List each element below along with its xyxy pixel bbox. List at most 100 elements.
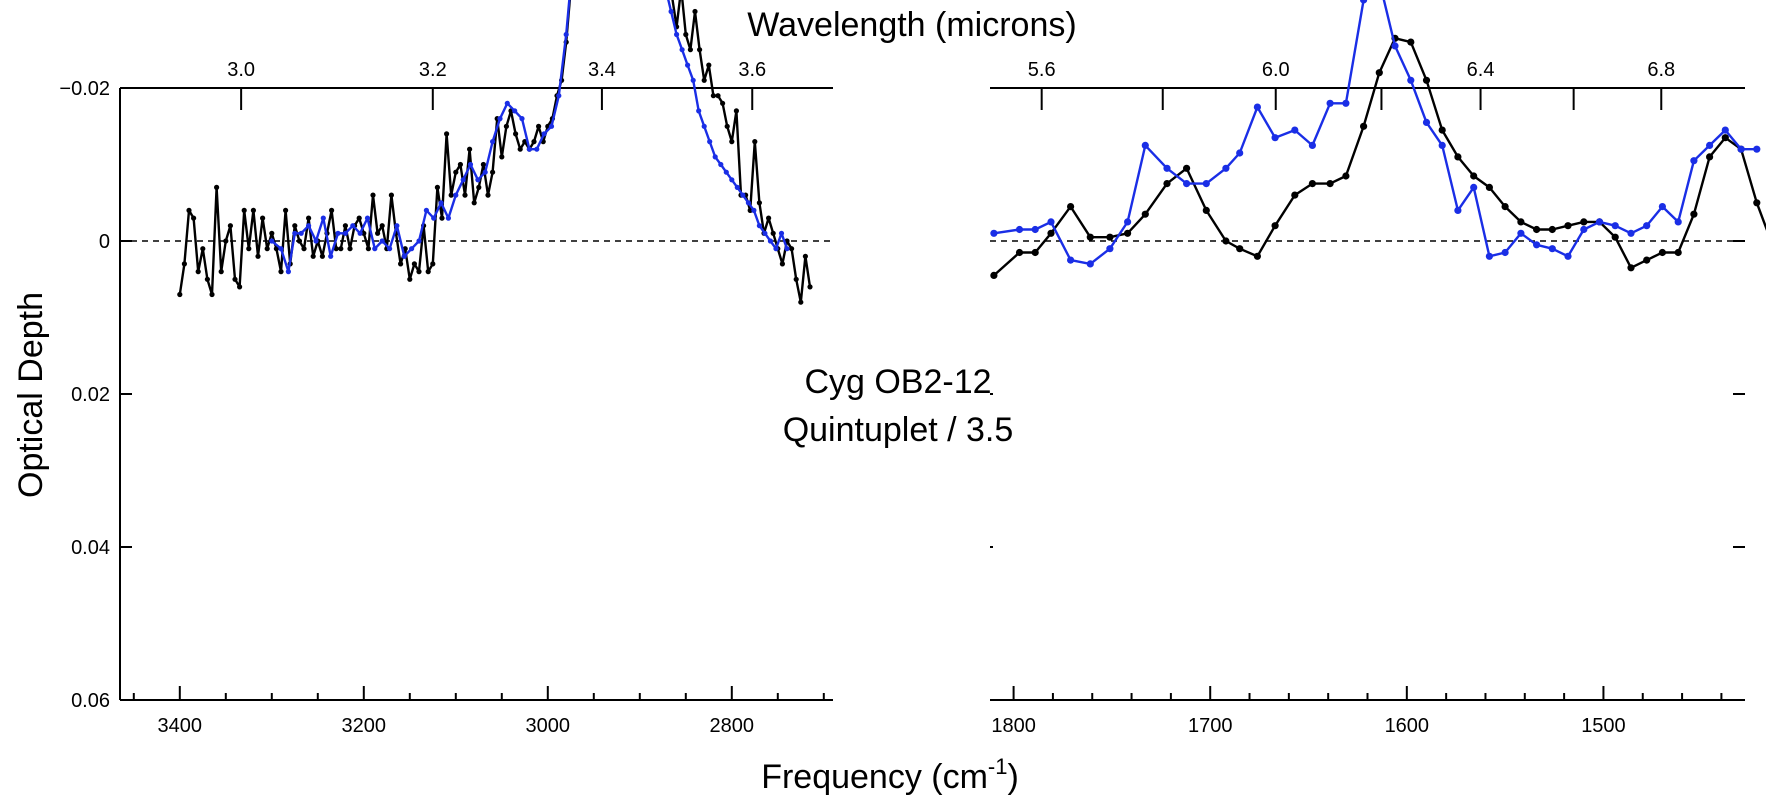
data-point-black (1031, 248, 1039, 257)
y-axis-title: Optical Depth (12, 292, 50, 498)
data-point-black (457, 161, 463, 168)
series-line-blue (271, 0, 789, 273)
data-point-black (1533, 225, 1541, 234)
data-point-black (1580, 218, 1588, 226)
data-point-blue (423, 207, 429, 213)
data-point-blue (1015, 225, 1024, 234)
x-tick-label: 1700 (1188, 715, 1233, 737)
data-point-black (292, 223, 298, 229)
top-tick-label: 6.0 (1262, 59, 1290, 81)
data-point-black (513, 131, 519, 137)
left-panel: −0.02 0 0.02 0.04 0.06 3400 3200 3000 2800 3.0 3.2… (59, 0, 833, 737)
data-point-blue (563, 31, 569, 38)
data-point-black (255, 253, 261, 259)
data-point-black (214, 184, 220, 190)
series-label-black: Cyg OB2-12 (804, 363, 991, 401)
data-point-black (227, 223, 233, 229)
data-point-blue (467, 161, 474, 168)
data-point-black (301, 246, 307, 252)
left-series-group (177, 0, 813, 305)
data-point-black (407, 276, 413, 282)
data-point-black (218, 269, 224, 275)
data-point-black (283, 207, 289, 213)
data-point-black (499, 154, 505, 160)
right-panel: 1800 1700 1600 1500 5.6 6.0 6.4 6.8 (990, 0, 1766, 737)
data-point-blue (1485, 252, 1493, 260)
data-point-blue (1454, 206, 1462, 214)
data-point-black (1086, 233, 1094, 241)
right-axes: 1800 1700 1600 1500 5.6 6.0 6.4 6.8 (990, 59, 1745, 737)
data-point-blue (668, 8, 674, 15)
data-point-black (310, 253, 316, 259)
data-point-blue (438, 200, 444, 206)
y-tick-label: 0.04 (71, 537, 110, 559)
x-tick-label: 3200 (342, 715, 387, 737)
data-point-blue (1470, 183, 1478, 191)
data-point-blue (1422, 118, 1431, 126)
x-tick-label: 1600 (1385, 715, 1430, 737)
data-point-blue (751, 207, 757, 213)
data-point-black (200, 246, 206, 252)
data-point-blue (762, 230, 768, 236)
data-point-blue (1391, 42, 1399, 50)
data-point-black (1454, 153, 1462, 161)
data-point-black (1658, 248, 1666, 257)
x-tick-label: 1800 (991, 715, 1036, 737)
data-point-black (990, 271, 998, 279)
data-point-black (237, 284, 243, 290)
series-label-blue: Quintuplet / 3.5 (783, 411, 1014, 449)
data-point-blue (1067, 256, 1075, 264)
data-point-blue (364, 215, 371, 221)
data-point-black (692, 8, 698, 15)
data-point-blue (729, 177, 735, 183)
data-point-blue (306, 223, 312, 229)
data-point-blue (512, 108, 518, 114)
data-point-blue (292, 230, 298, 236)
data-point-blue (548, 123, 555, 129)
data-point-black (356, 215, 362, 221)
data-point-black (766, 215, 772, 221)
data-point-black (490, 169, 496, 175)
data-point-black (1375, 69, 1383, 77)
data-point-black (471, 200, 477, 206)
data-point-blue (350, 223, 356, 229)
data-point-black (347, 246, 353, 252)
data-point-blue (773, 246, 779, 252)
data-point-black (319, 253, 325, 259)
data-point-blue (379, 238, 385, 244)
data-point-blue (701, 123, 707, 129)
data-point-black (1674, 248, 1682, 257)
data-point-blue (482, 169, 488, 175)
data-point-black (467, 146, 473, 152)
data-point-blue (1202, 180, 1210, 188)
data-point-black (1753, 199, 1761, 207)
data-point-black (342, 223, 348, 229)
data-point-black (802, 253, 809, 259)
y-tick-label: 0 (99, 231, 110, 253)
data-point-blue (556, 93, 562, 99)
data-point-black (260, 215, 266, 221)
data-point-black (1047, 229, 1055, 237)
data-point-black (195, 269, 201, 275)
data-point-black (503, 123, 509, 129)
data-point-blue (1124, 218, 1132, 226)
data-point-black (733, 108, 740, 114)
data-point-blue (1564, 252, 1572, 260)
data-point-blue (298, 230, 304, 236)
data-point-black (1015, 248, 1024, 257)
left-axes: −0.02 0 0.02 0.04 0.06 3400 3200 3000 2800 3.0 3.2… (59, 59, 833, 737)
data-point-blue (1548, 245, 1556, 253)
data-point-black (476, 184, 482, 190)
data-point-black (209, 291, 215, 298)
data-point-blue (1183, 180, 1191, 188)
data-point-black (361, 230, 367, 236)
data-point-black (706, 62, 712, 68)
data-point-black (1643, 256, 1651, 264)
data-point-blue (1236, 149, 1244, 157)
data-point-blue (475, 177, 481, 183)
data-point-black (306, 215, 312, 221)
data-point-black (439, 215, 445, 221)
data-point-black (1706, 153, 1714, 161)
data-point-blue (707, 139, 713, 145)
data-point-black (480, 161, 486, 168)
